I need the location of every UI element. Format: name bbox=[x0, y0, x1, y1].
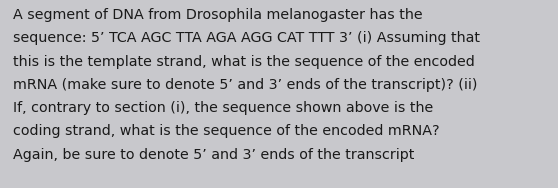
Text: mRNA (make sure to denote 5’ and 3’ ends of the transcript)? (ii): mRNA (make sure to denote 5’ and 3’ ends… bbox=[13, 78, 478, 92]
Text: If, contrary to section (i), the sequence shown above is the: If, contrary to section (i), the sequenc… bbox=[13, 101, 433, 115]
Text: A segment of DNA from Drosophila melanogaster has the: A segment of DNA from Drosophila melanog… bbox=[13, 8, 422, 22]
Text: sequence: 5’ TCA AGC TTA AGA AGG CAT TTT 3’ (i) Assuming that: sequence: 5’ TCA AGC TTA AGA AGG CAT TTT… bbox=[13, 31, 480, 45]
Text: coding strand, what is the sequence of the encoded mRNA?: coding strand, what is the sequence of t… bbox=[13, 124, 440, 139]
Text: Again, be sure to denote 5’ and 3’ ends of the transcript: Again, be sure to denote 5’ and 3’ ends … bbox=[13, 148, 415, 162]
Text: this is the template strand, what is the sequence of the encoded: this is the template strand, what is the… bbox=[13, 55, 475, 69]
